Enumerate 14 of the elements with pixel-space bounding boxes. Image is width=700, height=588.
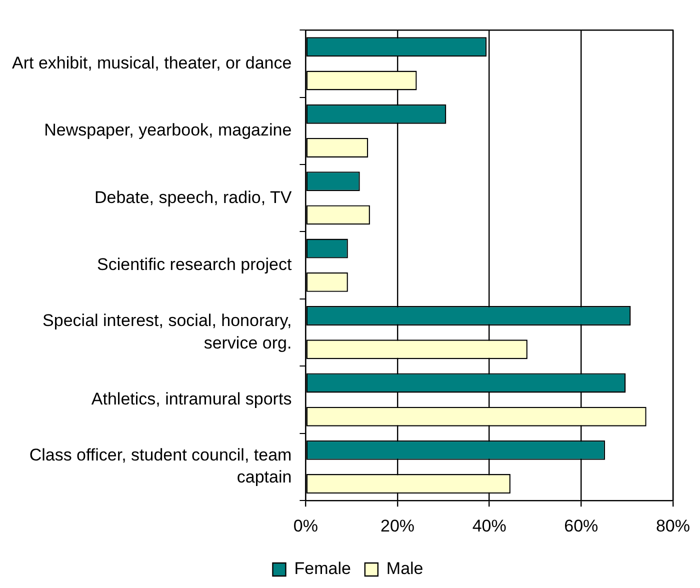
x-tick-label: 60% <box>564 516 598 536</box>
x-tick-label: 40% <box>472 516 506 536</box>
legend-label: Male <box>386 559 424 578</box>
y-tick-label: Scientific research project <box>97 255 292 274</box>
y-tick-label: Class officer, student council, team captain <box>29 446 292 487</box>
y-tick-label: Athletics, intramural sports <box>91 389 292 408</box>
y-tick-label: Art exhibit, musical, theater, or dance <box>12 53 292 72</box>
x-tick-label: 20% <box>380 516 415 536</box>
legend-label: Female <box>294 559 351 578</box>
x-tick-label: 80% <box>656 516 690 536</box>
x-tick-label: 0% <box>293 516 318 536</box>
y-tick-label: Special interest, social, honorary, service org. <box>42 311 292 352</box>
y-tick-label: Debate, speech, radio, TV <box>94 188 292 207</box>
y-tick-label: Newspaper, yearbook, magazine <box>44 120 292 140</box>
